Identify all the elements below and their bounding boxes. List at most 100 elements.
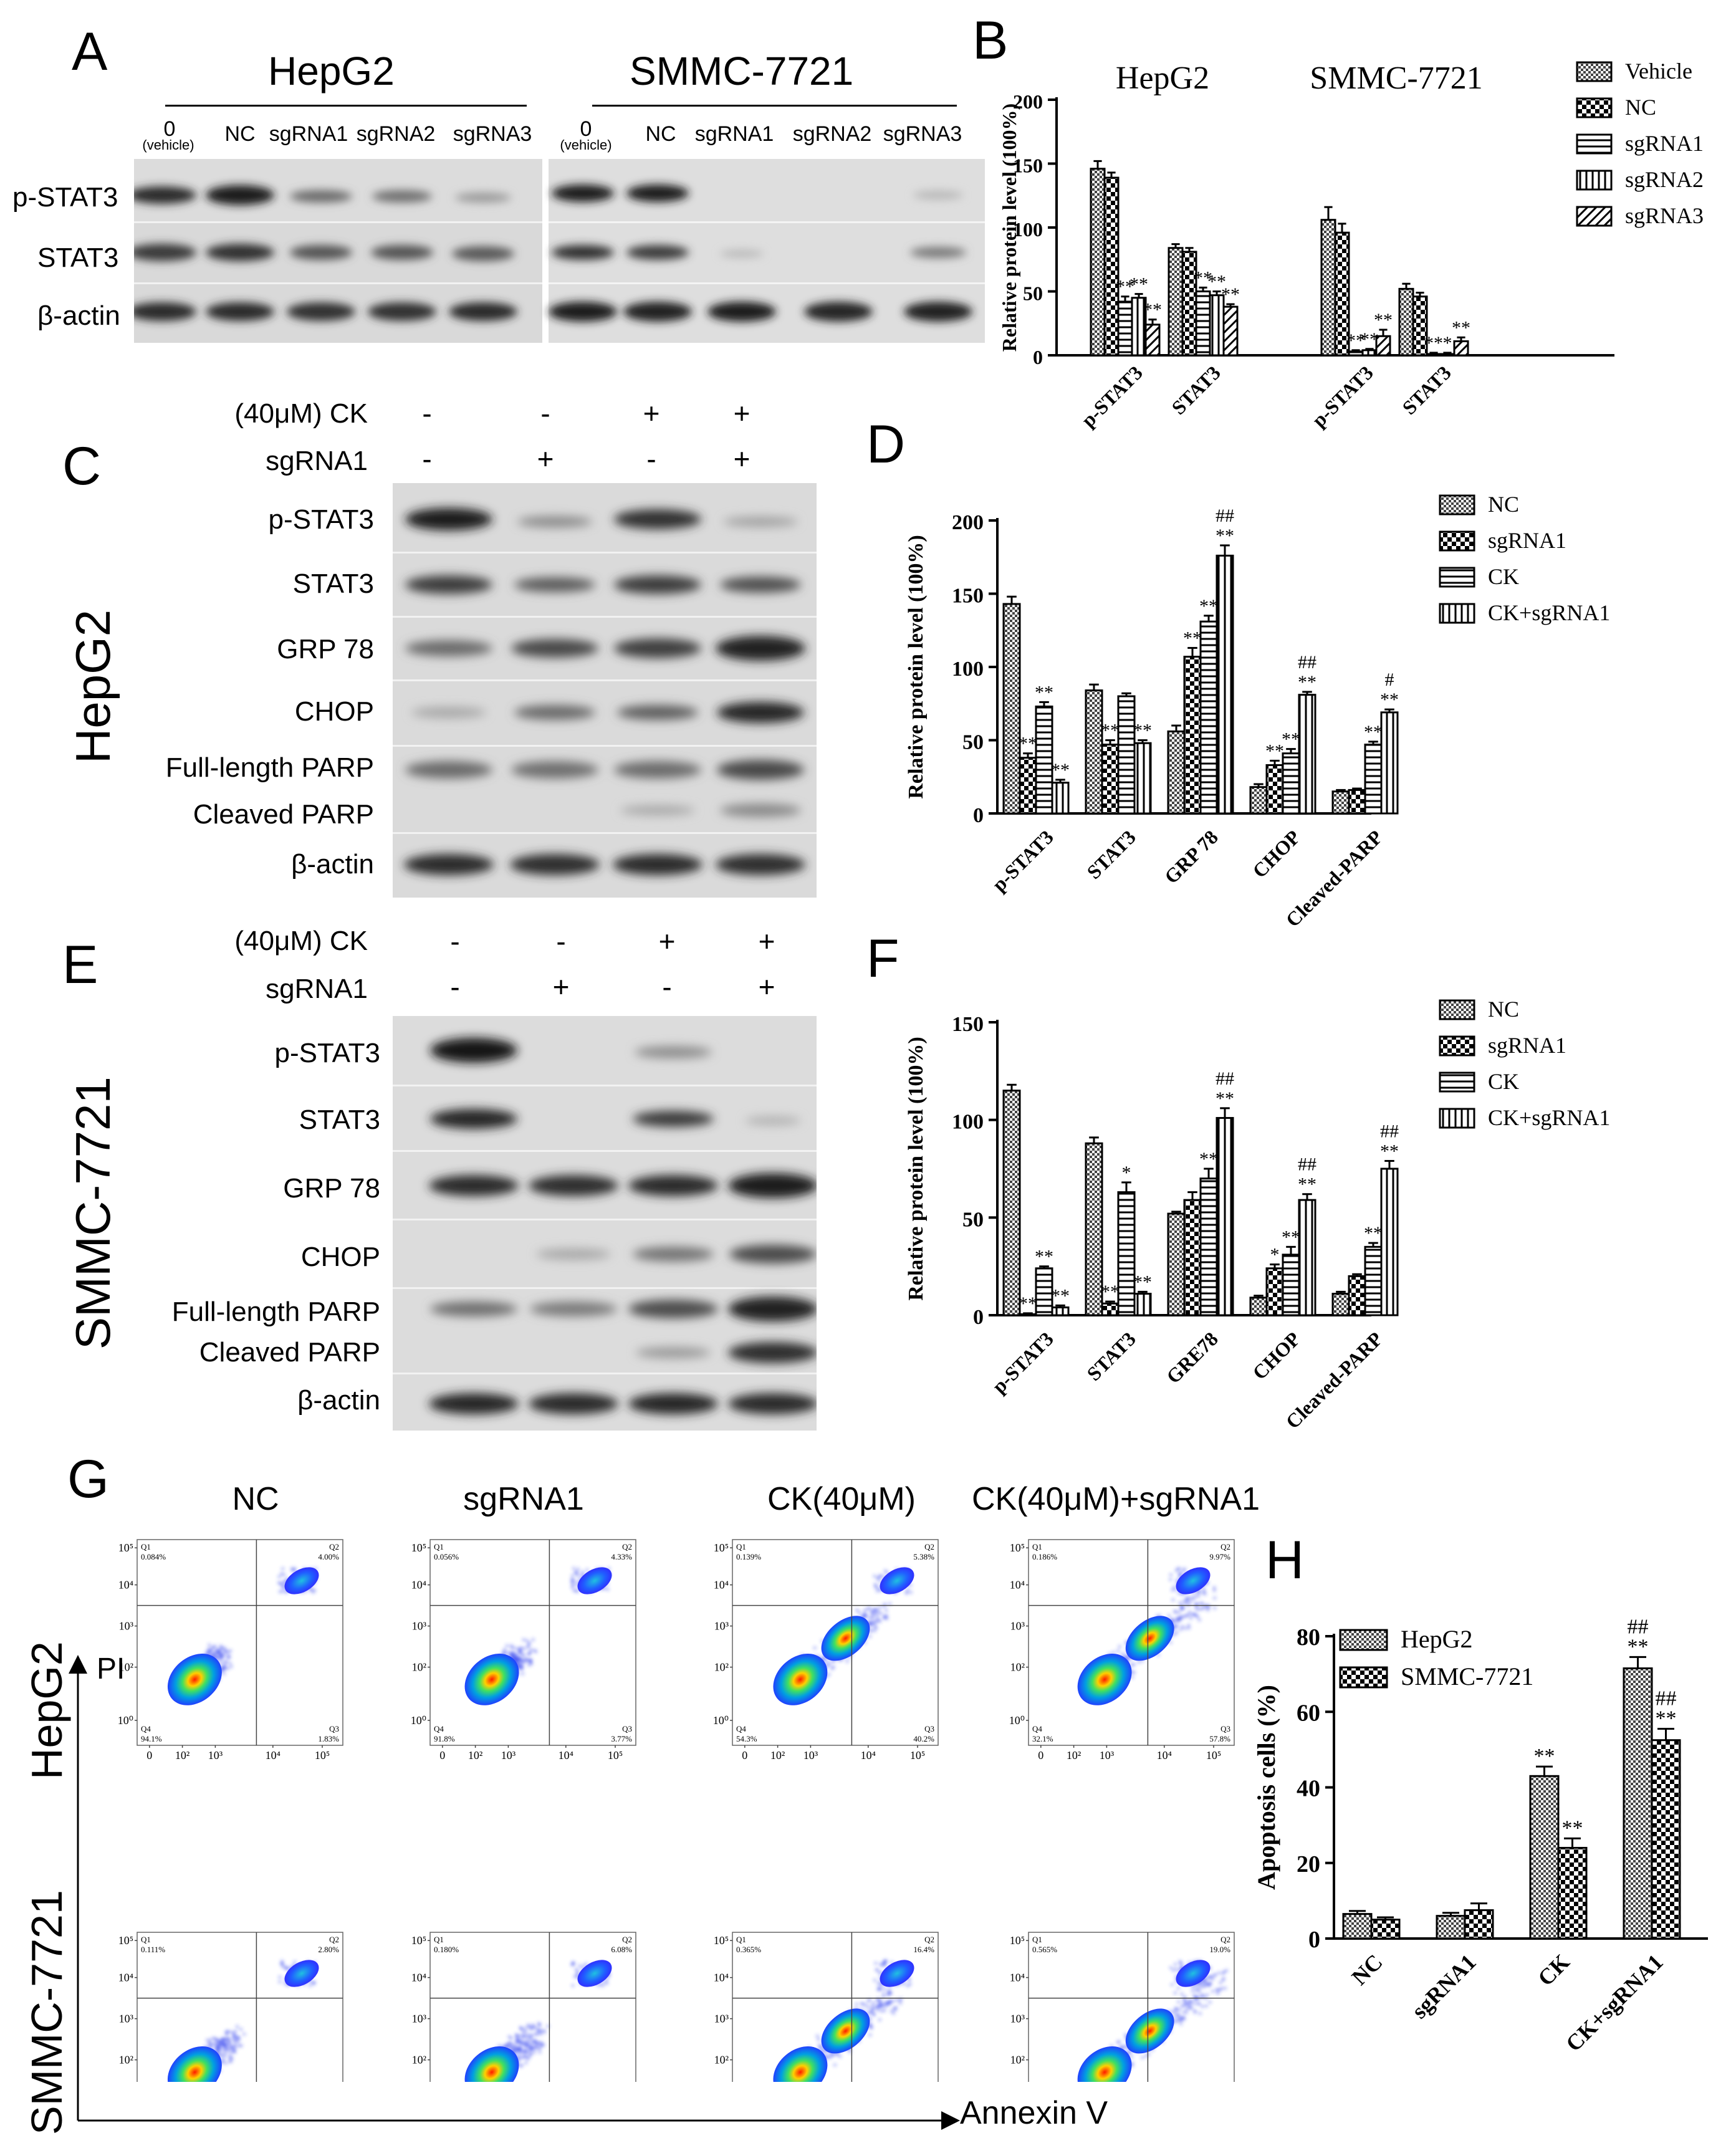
bar <box>1426 353 1442 357</box>
bar <box>1117 1191 1136 1316</box>
bar <box>1222 305 1239 357</box>
legend-swatch <box>1339 1629 1388 1651</box>
sgrna-sign: - <box>646 443 656 475</box>
bar <box>1133 1293 1152 1316</box>
flow-density-core <box>821 1616 870 1661</box>
significance-mark: ** <box>1035 1247 1053 1267</box>
lane-label: NC <box>645 122 676 146</box>
bar <box>1331 1293 1350 1316</box>
category-label: GRE78 <box>1162 1327 1222 1388</box>
quadrant-value: 16.4% <box>913 1945 934 1954</box>
x-tick-label: 0 <box>146 1749 152 1762</box>
significance-mark: ** <box>1380 689 1399 710</box>
y-tick-label: 10⁵ <box>411 1934 426 1947</box>
bar <box>1380 1167 1399 1316</box>
y-tick-label: 10² <box>119 1661 133 1674</box>
bar <box>1183 656 1202 815</box>
blot-row-label: CHOP <box>294 696 374 727</box>
bar <box>1117 695 1136 815</box>
quadrant-name: Q2 <box>924 1935 934 1944</box>
flow-density-core <box>773 2046 828 2082</box>
lane-label: NC <box>224 122 256 146</box>
quadrant-value: 91.8% <box>434 1734 455 1743</box>
significance-mark: ** <box>1199 1149 1218 1169</box>
bar <box>1361 349 1378 357</box>
quadrant-value: 54.3% <box>736 1734 757 1743</box>
legend-label: CK+sgRNA1 <box>1488 600 1610 625</box>
bar <box>1342 1913 1373 1940</box>
significance-mark: ** <box>1221 284 1240 305</box>
y-tick-label: 10⁴ <box>1010 1972 1025 1984</box>
category-label: CHOP <box>1248 1327 1305 1384</box>
bar <box>1168 247 1184 357</box>
significance-mark: ** <box>1183 628 1202 648</box>
category-label: p-STAT3 <box>1307 361 1378 431</box>
significance-mark: ## <box>1628 1615 1649 1638</box>
quadrant-value: 5.38% <box>913 1552 934 1561</box>
y-tick-label: 10³ <box>119 1620 134 1632</box>
bar <box>1144 324 1161 357</box>
quadrant-name: Q3 <box>622 1724 632 1733</box>
y-tick-label: 10⁵ <box>411 1541 426 1554</box>
panel-c-letter: C <box>62 436 102 496</box>
bar <box>1380 711 1399 815</box>
flow-density-core <box>1077 1654 1132 1705</box>
flow-plot: Q10.365%Q216.4%Q39.29%Q474.0%10⁰10²10³10… <box>714 1932 939 2082</box>
y-tick-label: 100 <box>952 1111 984 1134</box>
ck-sign: + <box>643 397 660 429</box>
significance-mark: ** <box>1534 1745 1555 1768</box>
quadrant-name: Q1 <box>1032 1935 1042 1944</box>
significance-mark: ** <box>1424 333 1443 353</box>
y-tick-label: 50 <box>962 1208 984 1231</box>
significance-mark: ** <box>1133 721 1152 741</box>
y-tick-label: 40 <box>1297 1776 1320 1802</box>
y-tick-label: 10² <box>714 1661 729 1674</box>
category-label: CK+sgRNA1 <box>1561 1949 1667 2056</box>
flow-density-core <box>167 2046 222 2082</box>
y-tick-label: 50 <box>962 731 984 754</box>
bar <box>1167 730 1186 815</box>
legend-swatch <box>1439 567 1475 588</box>
legend-label: sgRNA1 <box>1625 131 1704 156</box>
legend-swatch <box>1339 1666 1388 1689</box>
panel-a-letter: A <box>72 22 108 82</box>
bar <box>1364 744 1383 815</box>
bar <box>1439 353 1455 357</box>
flow-column-title: CK(40μM) <box>767 1481 916 1517</box>
blot-row-label: p-STAT3 <box>268 504 374 535</box>
bar <box>1464 1909 1494 1940</box>
quadrant-name: Q2 <box>622 1935 632 1944</box>
x-tick-label: 0 <box>742 1749 747 1762</box>
significance-mark: ** <box>1346 330 1365 351</box>
category-label: STAT3 <box>1082 1327 1140 1385</box>
significance-mark: ** <box>1562 1816 1583 1839</box>
category-label: p-STAT3 <box>1077 361 1147 431</box>
legend-swatch <box>1576 206 1613 227</box>
bar <box>1195 290 1211 357</box>
quadrant-value: 3.77% <box>611 1734 632 1743</box>
panel-e-cell-line: SMMC-7721 <box>65 1076 120 1349</box>
flow-density-upper <box>1176 1567 1211 1594</box>
legend-swatch <box>1439 1108 1475 1129</box>
y-tick-label: 150 <box>952 585 984 608</box>
group-underline <box>592 105 957 107</box>
legend-label: sgRNA3 <box>1625 203 1704 228</box>
ck-sign: - <box>450 925 460 957</box>
quadrant-name: Q2 <box>622 1542 632 1551</box>
bar <box>1199 1177 1218 1316</box>
bar <box>1298 1199 1316 1316</box>
sgrna-sign: - <box>450 971 460 1003</box>
quadrant-name: Q2 <box>329 1935 339 1944</box>
y-tick-label: 10⁵ <box>118 1934 133 1947</box>
x-tick-label: 10⁵ <box>608 1749 623 1762</box>
significance-mark: ** <box>1265 741 1284 761</box>
x-tick-label: 10³ <box>1100 1749 1115 1762</box>
significance-mark: ** <box>1019 734 1037 754</box>
significance-mark: ** <box>1298 1174 1316 1195</box>
lane-label: sgRNA1 <box>694 122 774 146</box>
y-tick-label: 80 <box>1297 1624 1320 1651</box>
y-axis-label: Relative protein level (100%) <box>904 1037 928 1300</box>
